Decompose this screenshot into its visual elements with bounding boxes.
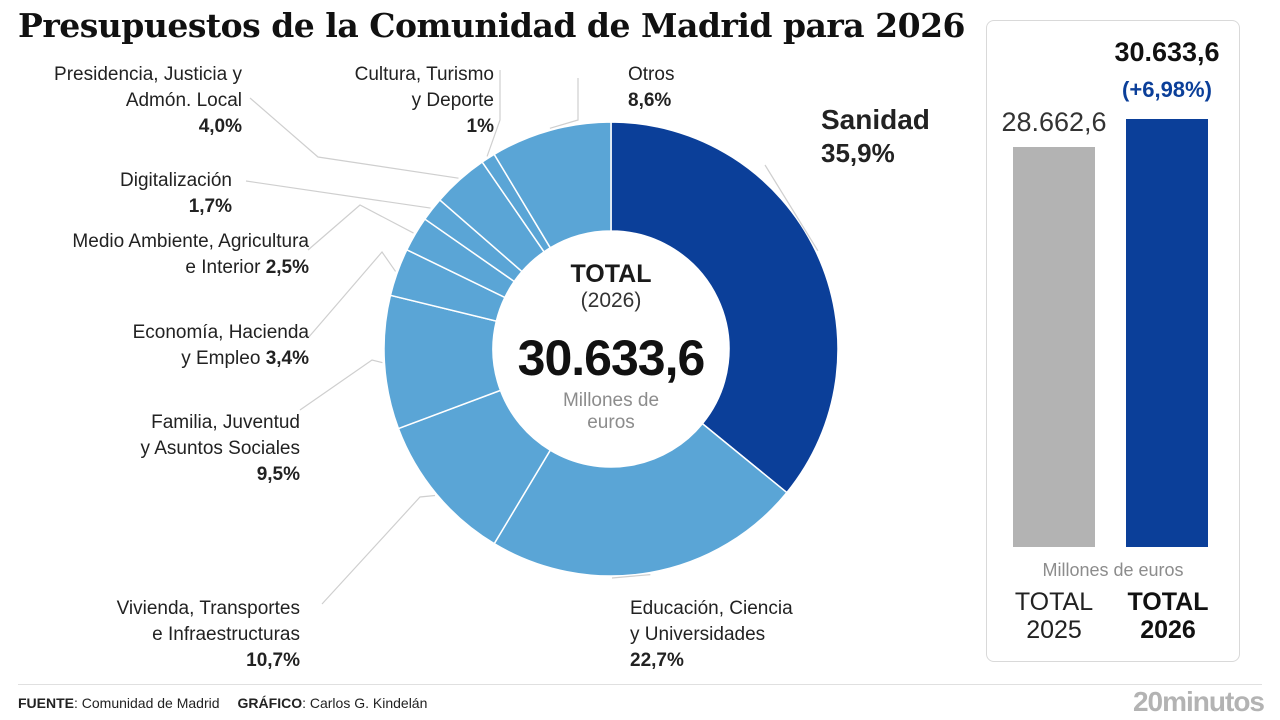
slice-name-line2: y Universidades: [630, 624, 766, 645]
leader-line: [245, 180, 431, 209]
footer-credits: FUENTE: Comunidad de Madrid GRÁFICO: Carl…: [18, 695, 427, 711]
chart-title: Presupuestos de la Comunidad de Madrid p…: [18, 6, 966, 45]
slice-label-familia: Familia, Juventud y Asuntos Sociales 9,5…: [141, 410, 300, 488]
slice-name: Familia, Juventud: [151, 412, 300, 433]
center-total-value: 30.633,6: [517, 330, 706, 386]
category-line2: 2026: [1140, 616, 1196, 644]
donut-slice: [610, 121, 839, 494]
graphic-value: : Carlos G. Kindelán: [302, 695, 428, 711]
slice-percentage: 22,7%: [630, 650, 684, 671]
slice-percentage: 8,6%: [628, 90, 672, 111]
slice-name: Vivienda, Transportes: [116, 598, 300, 619]
slice-name-line2: e Interior: [185, 257, 261, 278]
donut-center: TOTAL (2026) 30.633,6 Millones de euros: [471, 260, 751, 434]
leader-line: [611, 573, 651, 579]
slice-percentage: 35,9%: [821, 138, 895, 168]
donut-slice: [493, 422, 788, 577]
donut-slice: [493, 121, 612, 249]
slice-name: Sanidad: [821, 104, 930, 135]
bar-change-label: (+6,98%): [1122, 77, 1212, 102]
slice-name: Digitalización: [120, 170, 232, 191]
leader-line: [321, 494, 436, 605]
center-year: (2026): [580, 289, 642, 312]
slice-percentage: 4,0%: [198, 116, 242, 137]
slice-percentage: 1%: [466, 116, 494, 137]
slice-percentage: 2,5%: [265, 257, 309, 278]
slice-name: Presidencia, Justicia y: [54, 64, 242, 85]
category-line2: 2025: [1026, 616, 1082, 644]
slice-name-line2: Admón. Local: [125, 90, 242, 111]
center-unit-line2: euros: [587, 412, 635, 433]
slice-label-presidencia: Presidencia, Justicia y Admón. Local 4,0…: [54, 62, 242, 140]
bar-value-2025: 28.662,6: [974, 107, 1134, 138]
slice-percentage: 9,5%: [256, 464, 300, 485]
leader-line: [486, 70, 501, 157]
category-label-2025: TOTAL 2025: [994, 588, 1114, 644]
leader-line: [764, 164, 819, 252]
bar-value-label: 30.633,6: [1114, 37, 1220, 67]
brand-logo: 20minutos: [1132, 686, 1265, 717]
slice-percentage: 1,7%: [188, 196, 232, 217]
leader-line: [307, 251, 397, 339]
slice-label-educacion: Educación, Ciencia y Universidades 22,7%: [630, 596, 793, 674]
slice-name-line2: y Deporte: [411, 90, 494, 111]
bar-total-2026: [1126, 119, 1208, 547]
slice-name: Economía, Hacienda: [132, 322, 309, 343]
graphic-key: GRÁFICO: [237, 695, 303, 711]
bar-value-2026: 30.633,6: [1087, 37, 1247, 68]
slice-label-medio-ambiente: Medio Ambiente, Agricultura e Interior 2…: [72, 229, 309, 281]
footer-divider: [18, 684, 1262, 685]
slice-name: Otros: [628, 64, 675, 85]
bar-total-2025: [1013, 146, 1095, 547]
slice-name-line2: y Empleo: [181, 348, 261, 369]
slice-name: Cultura, Turismo: [354, 64, 494, 85]
comparison-panel: [986, 20, 1240, 662]
center-title: TOTAL: [570, 260, 652, 288]
slice-percentage: 3,4%: [265, 348, 309, 369]
slice-label-digitalizacion: Digitalización 1,7%: [120, 168, 232, 220]
category-label-2026: TOTAL 2026: [1108, 588, 1228, 644]
center-unit-line1: Millones de: [562, 390, 660, 411]
slice-label-economia: Economía, Hacienda y Empleo 3,4%: [133, 320, 309, 372]
slice-label-otros: Otros 8,6%: [628, 62, 674, 114]
slice-name: Medio Ambiente, Agricultura: [72, 231, 309, 252]
category-line1: TOTAL: [1014, 588, 1094, 616]
leader-line: [249, 97, 459, 179]
leader-line: [299, 359, 383, 411]
slice-percentage: 10,7%: [246, 650, 300, 671]
leader-line: [549, 78, 579, 129]
slice-name-line2: y Asuntos Sociales: [140, 438, 300, 459]
source-value: : Comunidad de Madrid: [74, 695, 220, 711]
slice-label-sanidad: Sanidad 35,9%: [821, 103, 930, 169]
slice-label-cultura: Cultura, Turismo y Deporte 1%: [355, 62, 494, 140]
slice-label-vivienda: Vivienda, Transportes e Infraestructuras…: [117, 596, 300, 674]
bar-value-label: 28.662,6: [1001, 106, 1107, 137]
bar-unit-label: Millones de euros: [1042, 560, 1184, 580]
source-key: FUENTE: [18, 695, 74, 711]
slice-name-line2: e Infraestructuras: [152, 624, 300, 645]
category-line1: TOTAL: [1127, 588, 1209, 616]
slice-name: Educación, Ciencia: [630, 598, 793, 619]
leader-line: [307, 204, 414, 251]
